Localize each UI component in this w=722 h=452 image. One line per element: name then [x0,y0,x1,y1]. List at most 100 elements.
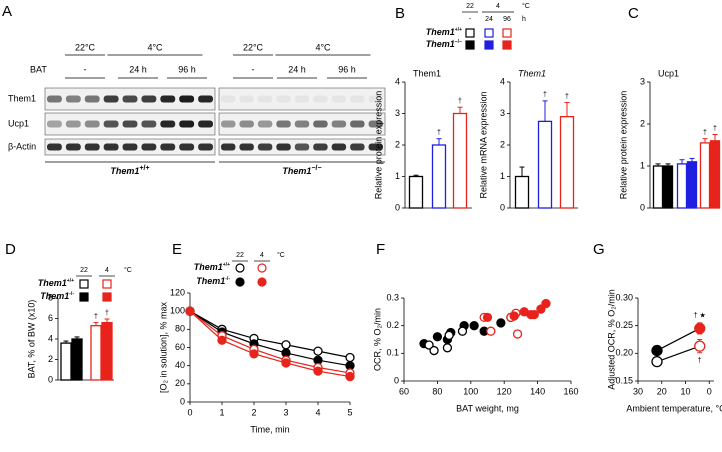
genotype-superscript: −/− [455,39,462,45]
bar [676,163,688,209]
scatter-point [529,309,539,320]
x-tick-label: 5 [347,407,352,417]
y-tick-label: 2 [48,354,53,364]
protein-label: Them1 [8,93,36,103]
blot-band [257,95,273,103]
blot-band [294,95,310,103]
legend-symbol [465,40,475,50]
genotype-superscript: +/+ [139,165,149,172]
x-tick-label: 20 [657,386,667,396]
bar [652,165,664,209]
legend-unit: °C [522,2,530,10]
blot-band [47,143,62,151]
bar [90,325,102,381]
marker [694,322,706,335]
scatter-point [444,330,454,341]
scatter-point [482,312,493,323]
y-tick-label: 60 [175,342,185,352]
significance-mark: † [565,93,569,100]
bar [408,175,424,209]
y-tick-label: 2 [500,139,505,149]
legend-header: 22 [466,3,474,10]
scatter-point [486,326,496,336]
blot-band [141,120,157,128]
blot-band [160,143,176,151]
genotype-label: Them1−/− [426,39,462,49]
tissue-label: BAT [30,64,47,74]
gene-name: Them1 [110,166,139,176]
blot-band [141,95,157,103]
blot-band [84,95,100,103]
blot-band [103,143,119,151]
gene-name: Them1 [38,278,67,288]
blot-band [103,95,119,103]
panel-letter: B [395,5,405,22]
y-tick-label: 0.2 [386,320,399,330]
genotype-label: Them1+/+ [110,165,149,176]
x-tick-label: 80 [432,386,442,396]
blot-band [331,120,347,128]
series-line [656,345,700,363]
time-label: 24 h [288,64,306,74]
blot-band [368,120,383,128]
x-tick-label: 4 [315,407,320,417]
marker [313,346,323,356]
marker [217,335,227,345]
blot-band [313,120,328,128]
significance-mark: † ★ [694,312,706,320]
blot-band [198,120,213,128]
y-tick-label: 4 [48,333,53,343]
y-tick-label: 0 [500,202,505,212]
blot-band [122,143,138,151]
genotype-label: Them1+/+ [38,278,74,288]
genotype-label: Them1+/+ [194,262,230,272]
panel-letter: D [5,241,16,258]
x-tick-label: 10 [680,386,690,396]
marker [313,366,323,376]
significance-mark: † [437,130,441,137]
legend-header: 22 [80,267,88,274]
x-tick-label: 100 [463,386,478,396]
blot-band [103,120,119,128]
marker [345,352,355,363]
genotype-label: Them1−/− [282,165,321,176]
blot-band [141,143,157,151]
blot-band [198,143,213,151]
legend-symbol [257,263,267,273]
blot-band [179,95,195,103]
x-axis-label: Time, min [250,424,289,434]
y-axis-label: Relative protein expression [618,91,628,200]
blot-band [122,120,138,128]
y-tick-label: 2 [395,139,400,149]
bar [514,175,530,209]
blot-band [331,143,347,151]
y-tick-label: 3 [395,108,400,118]
y-axis-label: Relative mRNA expression [478,91,488,198]
x-tick-label: 2 [251,407,256,417]
x-tick-label: 140 [530,386,545,396]
significance-mark: † [703,130,707,137]
genotype-superscript: −/− [311,165,321,172]
series-line [189,310,351,367]
blot-band [239,143,254,151]
x-axis-label: Ambient temperature, °C [626,403,722,413]
blot-band [331,95,347,103]
scatter-point [496,318,506,328]
time-label: 96 h [178,64,196,74]
marker [281,340,291,350]
legend-header: 24 [485,16,493,23]
y-axis-label: Relative protein expression [373,91,383,200]
panel-letter: F [376,241,385,258]
panel-letter: C [628,5,639,22]
y-axis-label: [O₂ in solution], % max [158,301,168,393]
temperature-label: 4°C [147,42,163,52]
y-tick-label: 3 [640,76,645,86]
blot-band [350,120,365,128]
y-tick-label: 0 [180,396,185,406]
x-tick-label: 1 [219,407,224,417]
blot-band [257,120,273,128]
scatter-point [457,326,468,336]
legend-symbol [235,277,245,287]
y-tick-label: 0 [48,374,53,384]
blot-band [47,120,62,128]
